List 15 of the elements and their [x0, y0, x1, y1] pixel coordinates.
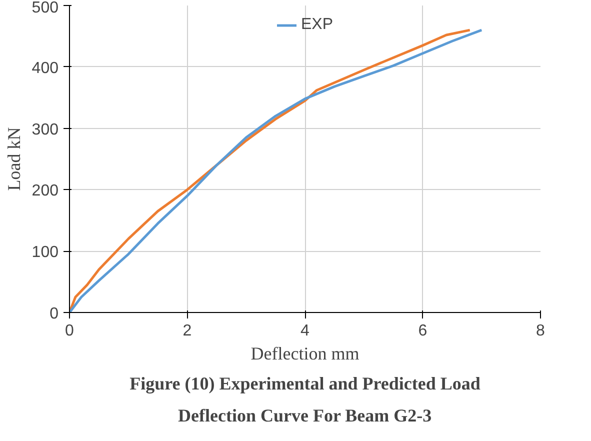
y-tick-label: 0: [50, 306, 59, 322]
x-tick-label: 8: [536, 322, 546, 340]
y-tick-label: 400: [32, 60, 59, 77]
y-axis-title: Load kN: [4, 127, 24, 191]
x-tick-label: 4: [300, 322, 310, 340]
x-tick-label: 2: [182, 322, 192, 340]
y-tick-label: 300: [32, 121, 59, 138]
y-tick-label: 200: [32, 182, 59, 200]
legend-label: EXP: [300, 16, 334, 34]
text: Figure (10) Experimental and Predicted Load Deflection Curve For Beam G2-3: [130, 374, 480, 426]
x-tick-label: 0: [65, 322, 74, 340]
y-tick-label: 100: [32, 244, 59, 262]
y-tick-label: 500: [32, 0, 59, 16]
x-axis-title: Deflection mm: [250, 344, 360, 364]
x-tick-label: 6: [418, 322, 428, 340]
